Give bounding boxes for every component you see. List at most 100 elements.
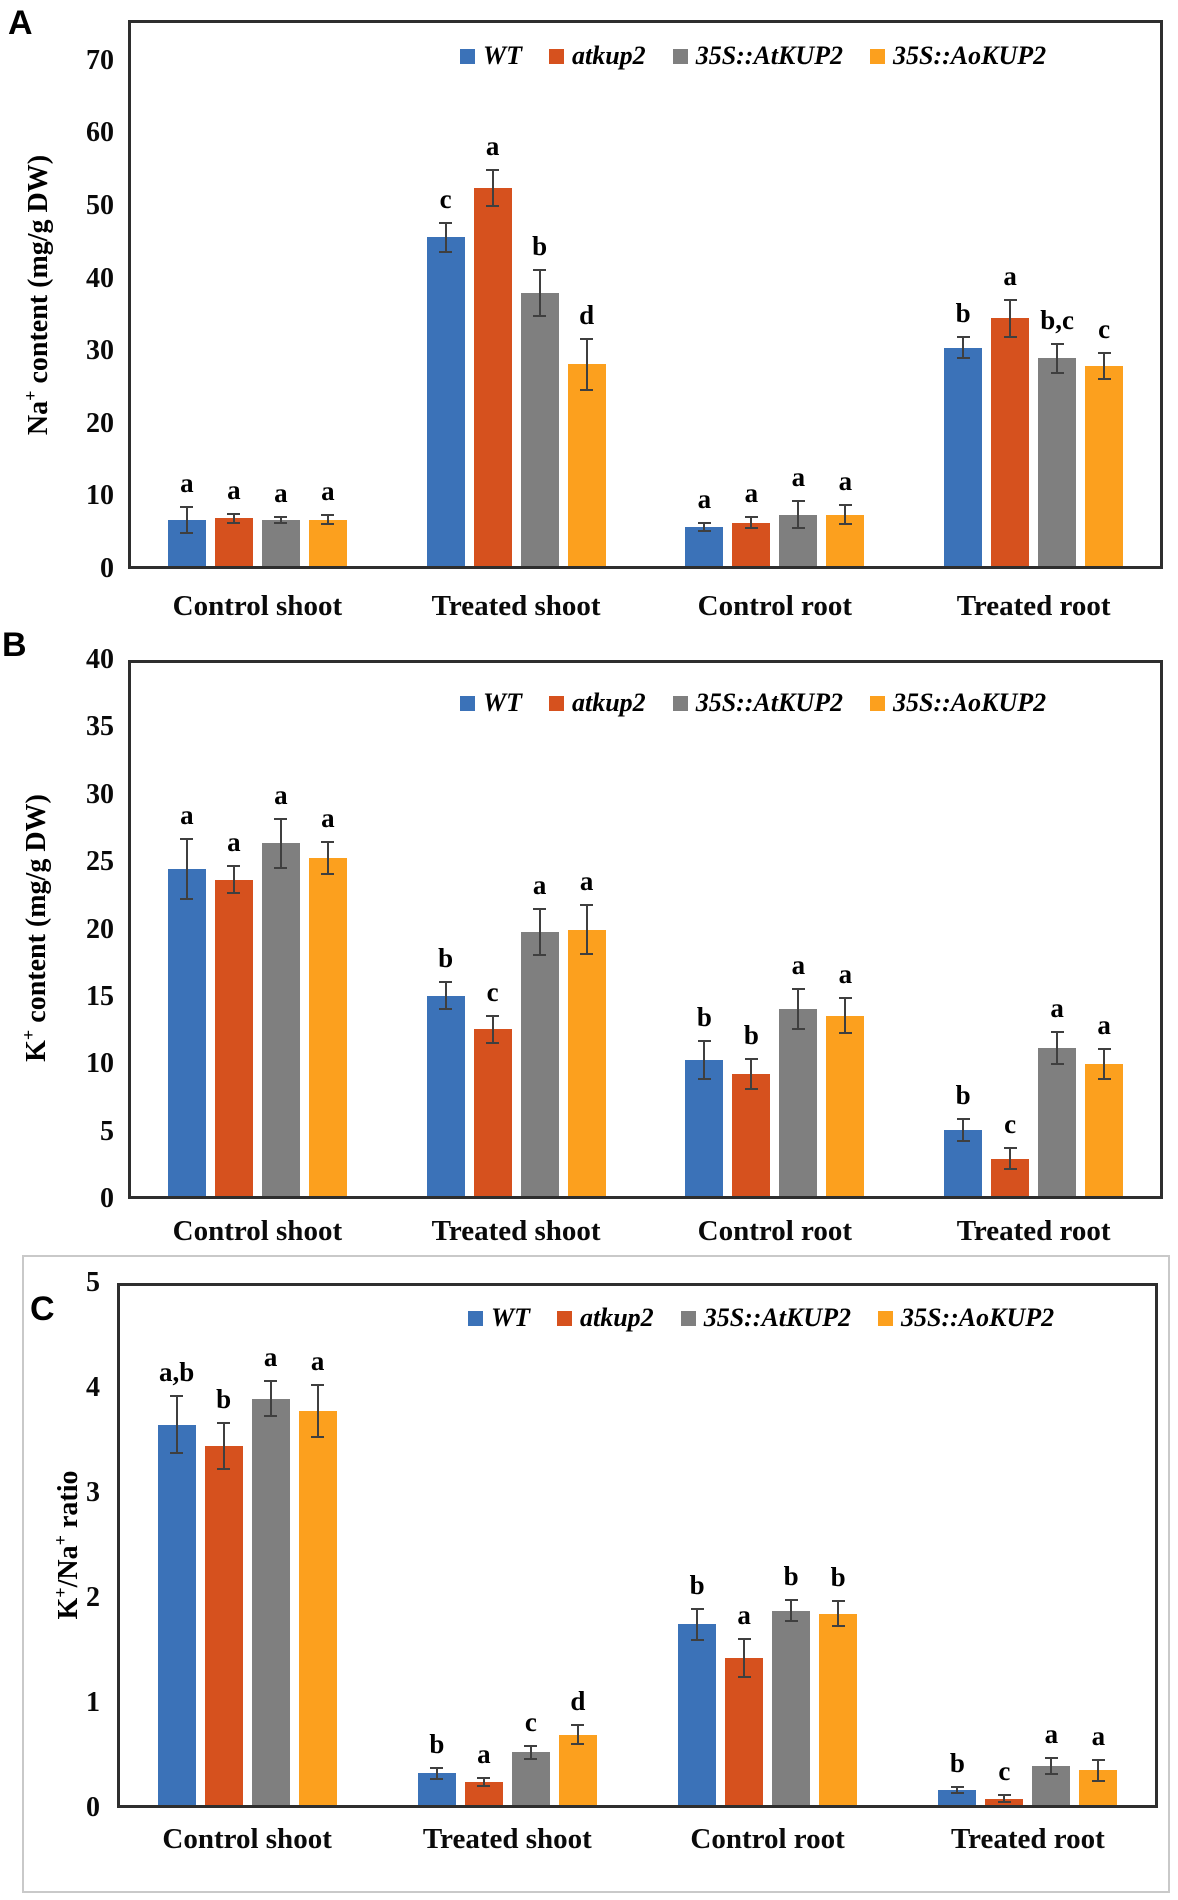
x-category-label: Treated root (956, 590, 1111, 622)
sig-letter: a (321, 802, 335, 833)
bar (819, 1613, 858, 1805)
error-bar-cap (697, 1078, 711, 1081)
panel-label-a: A (8, 4, 33, 42)
sig-letter: a (227, 827, 241, 858)
error-bar (279, 516, 282, 523)
error-bar (797, 501, 800, 528)
error-bar (444, 982, 447, 1009)
error-bar-cap (1091, 1779, 1105, 1782)
sig-letter: a (744, 477, 759, 508)
legend-swatch-icon (549, 695, 564, 711)
error-bar-cap (180, 531, 194, 534)
error-bar-cap (1044, 1756, 1058, 1759)
sig-letter: b (743, 1019, 759, 1050)
legend-item: WT (460, 689, 522, 717)
error-bar-cap (477, 1784, 491, 1787)
error-bar (837, 1601, 840, 1627)
panel-label-b: B (2, 626, 27, 664)
error-bar-cap (697, 529, 711, 532)
legend-label: 35S::AoKUP2 (893, 688, 1047, 717)
error-bar (529, 1746, 532, 1759)
error-bar-cap (997, 1794, 1011, 1797)
bar (732, 522, 771, 566)
error-bar (1009, 1147, 1012, 1170)
error-bar-cap (1091, 1758, 1105, 1761)
legend-item: 35S::AoKUP2 (878, 1304, 1054, 1332)
legend-item: atkup2 (557, 1304, 654, 1332)
sig-letter: b (783, 1561, 799, 1592)
x-category-label: Treated root (950, 1823, 1105, 1855)
error-bar-cap (1050, 342, 1064, 345)
sig-letter: d (570, 1686, 586, 1717)
error-bar-cap (486, 168, 500, 171)
sig-letter: c (1098, 313, 1111, 344)
error-bar-cap (170, 1452, 184, 1455)
legend-label: atkup2 (572, 41, 646, 70)
sig-letter: b (830, 1562, 846, 1593)
error-bar (1103, 352, 1106, 379)
error-bar (316, 1384, 319, 1438)
bar (261, 519, 300, 566)
y-axis-title: K+/Na+ ratio (50, 1470, 84, 1620)
error-bar-cap (227, 521, 241, 524)
error-bar (1009, 300, 1012, 337)
sig-letter: a (180, 800, 194, 831)
error-bar-cap (697, 1040, 711, 1043)
sig-letter: c (1004, 1108, 1017, 1139)
sig-letter: a (310, 1345, 325, 1376)
sig-letter: a (838, 466, 853, 497)
legend-label: 35S::AtKUP2 (695, 41, 844, 70)
error-bar-cap (697, 522, 711, 525)
error-bar-cap (180, 505, 194, 508)
error-bar-cap (217, 1467, 231, 1470)
error-bar-cap (486, 204, 500, 207)
error-bar-cap (227, 892, 241, 895)
bar (1038, 1048, 1077, 1196)
error-bar-cap (997, 1800, 1011, 1803)
error-bar-cap (1003, 1168, 1017, 1171)
sig-letter: a (532, 870, 547, 901)
legend-item: 35S::AoKUP2 (870, 689, 1046, 717)
error-bar-cap (533, 954, 547, 957)
bar (251, 1398, 290, 1805)
y-tick-label: 4 (86, 1372, 100, 1403)
error-bar (750, 516, 753, 529)
sig-letter: a (1091, 1720, 1106, 1751)
bar (567, 929, 606, 1196)
y-tick-label: 3 (86, 1477, 100, 1508)
bar (1038, 358, 1077, 566)
bar (261, 843, 300, 1196)
sig-letter: b (532, 230, 548, 261)
error-bar-cap (690, 1607, 704, 1610)
sig-letter: b (216, 1383, 232, 1414)
error-bar-cap (956, 335, 970, 338)
x-category-label: Treated root (956, 1215, 1111, 1247)
sig-letter: a (274, 780, 288, 810)
sig-letter: a (274, 477, 288, 508)
sig-letter: b (955, 297, 971, 328)
sig-letter: a (1044, 1718, 1059, 1749)
error-bar-cap (1050, 1030, 1064, 1033)
bar (558, 1734, 597, 1805)
error-bar (175, 1396, 178, 1454)
error-bar (585, 905, 588, 954)
error-bar-cap (737, 1637, 751, 1640)
bar (991, 318, 1030, 566)
y-tick-label: 70 (86, 44, 114, 76)
error-bar-cap (690, 1639, 704, 1641)
y-tick-label: 20 (86, 913, 114, 945)
error-bar-cap (274, 515, 288, 518)
error-bar-cap (791, 1028, 805, 1031)
y-tick-label: 35 (86, 711, 114, 743)
error-bar-cap (439, 221, 453, 224)
error-bar-cap (956, 1140, 970, 1143)
error-bar-cap (533, 315, 547, 318)
error-bar-cap (227, 512, 241, 515)
error-bar (703, 523, 706, 531)
y-tick-label: 40 (86, 644, 114, 675)
bar (1085, 365, 1124, 566)
bar (1085, 1064, 1124, 1196)
legend-item: 35S::AoKUP2 (870, 42, 1046, 70)
error-bar-cap (737, 1675, 751, 1678)
error-bar-cap (744, 515, 758, 518)
